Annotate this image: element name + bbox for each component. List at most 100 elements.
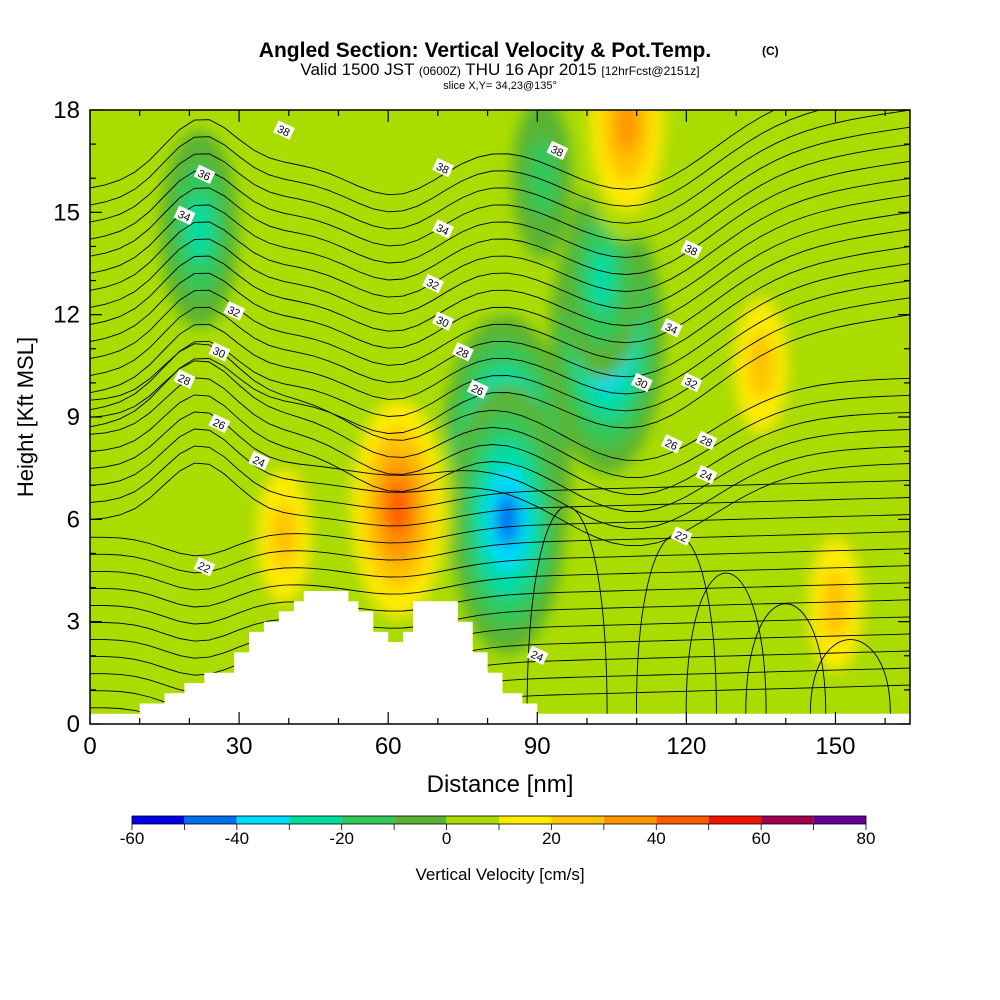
contour-label-text: 30 [633, 376, 649, 392]
contour-label: 24 [695, 464, 718, 485]
contour-label: 28 [695, 430, 718, 451]
contour-label: 26 [660, 434, 683, 454]
chart-subtitle: Valid 1500 JST (0600Z) THU 16 Apr 2015 [… [300, 60, 699, 79]
contour-label-text: 30 [434, 314, 450, 330]
contour-label-text: 34 [176, 209, 192, 225]
colorbar-tick-label: 20 [542, 829, 561, 848]
theta-contour [90, 599, 910, 642]
contour-label: 26 [466, 379, 489, 399]
contour-label-text: 34 [663, 321, 679, 337]
contour-label-text: 38 [434, 161, 450, 177]
contour-label: 32 [680, 372, 703, 393]
subtitle-fcst: [12hrFcst@2151z] [601, 64, 699, 78]
velocity-band [186, 196, 213, 263]
contour-label-text: 32 [424, 277, 440, 293]
y-tick-label: 3 [67, 609, 80, 636]
theta-contour [90, 263, 910, 383]
colorbar-label: Vertical Velocity [cm/s] [415, 865, 584, 884]
contour-label: 28 [173, 369, 196, 389]
contour-label-text: 36 [196, 168, 212, 184]
theta-contour [809, 639, 891, 714]
theta-contour [90, 514, 910, 557]
theta-contour [90, 229, 910, 349]
contour-label: 32 [223, 301, 246, 321]
colorbar-segment [499, 816, 552, 824]
contour-label: 34 [432, 219, 454, 239]
contour-label: 24 [248, 451, 271, 471]
velocity-band [270, 503, 297, 570]
theta-contour [90, 531, 910, 574]
y-tick-label: 18 [53, 97, 80, 124]
theta-contour [685, 572, 767, 714]
contour-label: 22 [193, 556, 216, 577]
contour-label: 24 [526, 645, 549, 666]
theta-contour [90, 582, 910, 625]
theta-contour [90, 565, 910, 608]
contour-label-text: 26 [663, 437, 679, 453]
y-tick-label: 0 [67, 711, 80, 738]
theta-contour [90, 360, 910, 478]
colorbar-tick-label: 80 [857, 829, 876, 848]
contour-label: 30 [208, 342, 231, 362]
subtitle-z: (0600Z) [419, 64, 461, 78]
velocity-band [614, 110, 639, 153]
theta-contour [90, 462, 910, 527]
theta-contour [90, 212, 910, 332]
contour-label-text: 24 [250, 454, 266, 470]
contour-label: 34 [660, 318, 683, 338]
contour-label: 38 [546, 140, 569, 161]
theta-contour [90, 143, 910, 264]
theta-contour [90, 246, 910, 366]
theta-contour [90, 194, 910, 315]
y-tick-label: 6 [67, 506, 80, 533]
colorbar-segment [813, 816, 866, 824]
contour-label: 30 [630, 372, 653, 393]
chart-title-suffix: (C) [762, 44, 779, 58]
contour-label-text: 26 [211, 417, 227, 433]
colorbar-segment [551, 816, 604, 824]
colorbar-segment [603, 816, 657, 824]
theta-contour [526, 506, 608, 714]
colorbar-segment [708, 816, 762, 824]
contour-label-text: 24 [698, 468, 714, 484]
colorbar-tick-label: 0 [442, 829, 451, 848]
colorbar-segment [446, 816, 499, 824]
y-tick-label: 15 [53, 199, 80, 226]
contour-label-text: 38 [683, 243, 699, 259]
theta-contour [90, 445, 910, 510]
contour-label-text: 38 [549, 144, 565, 160]
colorbar-segment [341, 816, 395, 824]
theta-contour [90, 160, 910, 281]
contour-label-text: 38 [275, 123, 291, 139]
contour-label: 30 [432, 311, 454, 331]
x-tick-label: 150 [815, 733, 855, 760]
velocity-band [527, 137, 558, 219]
subtitle-date: THU 16 Apr 2015 [465, 60, 596, 79]
contour-label-text: 28 [698, 434, 714, 450]
theta-contour [90, 428, 910, 547]
x-axis: 0 30 60 90 120 150 [83, 110, 886, 760]
contour-label-text: 30 [211, 345, 227, 361]
slice-label: slice X,Y= 34,23@135° [443, 80, 557, 92]
contour-label-text: 32 [226, 304, 242, 320]
y-tick-label: 12 [53, 302, 80, 329]
chart-title: Angled Section: Vertical Velocity & Pot.… [259, 39, 711, 62]
theta-contour [90, 394, 910, 512]
theta-contour [90, 314, 910, 434]
colorbar-tick-label: 40 [647, 829, 666, 848]
theta-contour [90, 110, 910, 230]
colorbar-tick-label: 60 [752, 829, 771, 848]
theta-contour [90, 126, 910, 247]
colorbar: -60 -40 -20 0 20 40 60 80 [120, 815, 876, 848]
colorbar-segment [289, 816, 342, 824]
colorbar-segment [394, 816, 447, 824]
contour-label: 38 [432, 157, 454, 178]
contour-label: 32 [422, 273, 445, 294]
colorbar-tick-label: -20 [329, 829, 354, 848]
colorbar-segment [184, 816, 237, 824]
velocity-band [747, 332, 774, 399]
x-tick-label: 120 [666, 733, 706, 760]
theta-contour [90, 633, 910, 676]
contour-label-text: 32 [683, 376, 699, 392]
x-tick-label: 90 [524, 733, 551, 760]
